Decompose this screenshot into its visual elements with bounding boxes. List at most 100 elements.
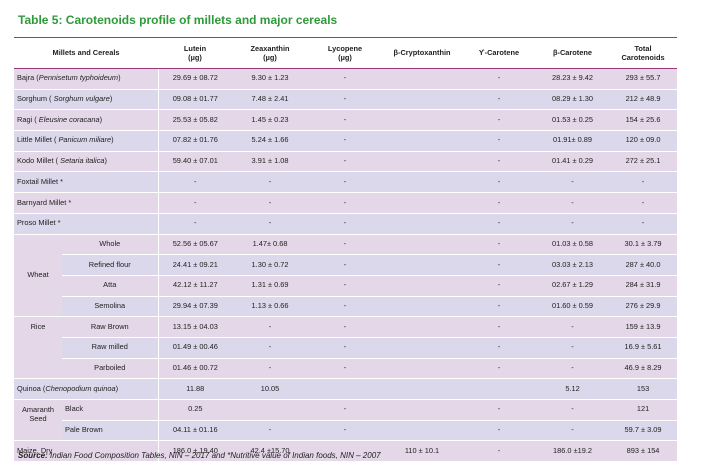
cell-gamma-carotene: - [462, 254, 537, 276]
row-name-text: Ragi ( [17, 114, 39, 124]
cell-lutein: 24.41 ± 09.21 [157, 254, 233, 276]
row-name-text: Quinoa ( [17, 383, 46, 393]
cell-lycopene [308, 378, 383, 400]
cell-zeaxanthin: 1.47± 0.68 [232, 234, 309, 256]
row-name: Quinoa (Chenopodium quinoa) [14, 378, 159, 400]
row-subcategory: Parboiled [62, 358, 159, 380]
group-label-rice: Rice [14, 316, 62, 380]
cell-beta-carotene: - [536, 171, 610, 194]
cell-gamma-carotene: - [462, 234, 537, 256]
cell-total-carotenoids: - [609, 192, 678, 214]
cell-lycopene: - [308, 358, 383, 380]
row-name-close: ) [118, 73, 121, 83]
cell-lutein: 09.08 ± 01.77 [157, 89, 233, 111]
cell-gamma-carotene: - [462, 192, 537, 214]
row-scientific-name: Pennisetum typhoideum [38, 73, 119, 83]
row-scientific-name: Eleusine coracana [38, 114, 100, 124]
cell-zeaxanthin: 1.31 ± 0.69 [232, 275, 309, 297]
header-lycopene: Lycopene (µg) [308, 37, 383, 69]
cell-beta-carotene: - [536, 337, 610, 359]
cell-lycopene: - [308, 89, 383, 111]
cell-lycopene: - [308, 68, 383, 90]
row-subcategory: Semolina [62, 296, 159, 318]
cell-zeaxanthin: 1.13 ± 0.66 [232, 296, 309, 318]
cell-lutein: 13.15 ± 04.03 [157, 316, 233, 338]
cell-gamma-carotene: - [462, 275, 537, 297]
cell-lutein: 25.53 ± 05.82 [157, 109, 233, 132]
header-millets-cereals: Millets and Cereals [14, 37, 159, 69]
cell-total-carotenoids: 120 ± 09.0 [609, 130, 678, 152]
row-name-close: ) [99, 114, 103, 124]
cell-beta-carotene: 28.23 ± 9.42 [536, 68, 610, 90]
cell-lycopene: - [308, 130, 383, 152]
cell-zeaxanthin: - [232, 213, 309, 235]
cell-beta-carotene: 03.03 ± 2.13 [536, 254, 610, 276]
cell-gamma-carotene: - [462, 171, 537, 194]
table-row: Ragi ( Eleusine coracana) 25.53 ± 05.82 1.… [14, 109, 678, 132]
row-name-text: Sorghum ( [17, 94, 54, 104]
cell-zeaxanthin: 1.30 ± 0.72 [232, 254, 309, 276]
row-name-close: ) [111, 135, 114, 145]
cell-gamma-carotene: - [462, 130, 537, 152]
cell-beta-cryptoxanthin [382, 109, 463, 132]
cell-lycopene [308, 440, 383, 463]
row-scientific-name: Panicum miliare [58, 135, 112, 145]
cell-lutein: 186.0 ± 19.40 [157, 440, 233, 463]
cell-beta-carotene: 01.60 ± 0.59 [536, 296, 610, 318]
row-subcategory: Refined flour [62, 254, 159, 276]
header-gamma-carotene: ϒ-Carotene [462, 37, 537, 69]
cell-gamma-carotene: - [462, 296, 537, 318]
cell-gamma-carotene [462, 378, 537, 400]
table-row: Maize, Dry 186.0 ± 19.40 42.4 ±15.70 110 ± … [14, 440, 678, 463]
cell-lutein: - [157, 171, 233, 194]
row-subcategory: Atta [62, 275, 159, 297]
cell-beta-carotene: 08.29 ± 1.30 [536, 89, 610, 111]
row-subcategory: Raw Brown [62, 316, 159, 338]
cell-lycopene: - [308, 399, 383, 421]
table-row: Sorghum ( Sorghum vulgare) 09.08 ± 01.77 7… [14, 89, 678, 111]
cell-gamma-carotene: - [462, 337, 537, 359]
cell-gamma-carotene: - [462, 316, 537, 338]
cell-lycopene: - [308, 275, 383, 297]
cell-zeaxanthin: - [232, 358, 309, 380]
cell-beta-carotene: 186.0 ±19.2 [536, 440, 610, 463]
table-row: Foxtail Millet * - - - - - - [14, 171, 678, 194]
cell-beta-carotene: 01.53 ± 0.25 [536, 109, 610, 132]
row-name-text: Bajra ( [17, 73, 39, 83]
cell-lutein: 42.12 ± 11.27 [157, 275, 233, 297]
cell-zeaxanthin: 9.30 ± 1.23 [232, 68, 309, 90]
row-name: Maize, Dry [14, 440, 159, 463]
cell-zeaxanthin: 42.4 ±15.70 [232, 440, 309, 463]
cell-gamma-carotene: - [462, 399, 537, 421]
cell-lutein: 07.82 ± 01.76 [157, 130, 233, 152]
cell-total-carotenoids: 293 ± 55.7 [609, 68, 678, 90]
cell-lycopene: - [308, 420, 383, 442]
header-beta-cryptoxanthin: β-Cryptoxanthin [382, 37, 463, 69]
table-row: Bajra (Pennisetum typhoideum) 29.69 ± 08.… [14, 68, 678, 90]
cell-gamma-carotene: - [462, 358, 537, 380]
cell-total-carotenoids: - [609, 171, 678, 194]
cell-zeaxanthin: - [232, 171, 309, 194]
row-subcategory: Raw milled [62, 337, 159, 359]
table-row: Raw milled 01.49 ± 00.46- - - -16.9 ± 5.61 [14, 337, 678, 359]
cell-zeaxanthin: 3.91 ± 1.08 [232, 151, 309, 173]
cell-zeaxanthin: - [232, 316, 309, 338]
row-name-close: ) [104, 156, 107, 166]
header-zeaxanthin: Zeaxanthin (µg) [232, 37, 309, 69]
row-name: Barnyard Millet * [14, 192, 159, 214]
cell-beta-carotene: - [536, 316, 610, 338]
table-row: Rice Raw Brown 13.15 ± 04.03- - - -159 ± 13.9 [14, 316, 678, 380]
cell-total-carotenoids: 154 ± 25.6 [609, 109, 678, 132]
cell-zeaxanthin: - [232, 420, 309, 442]
cell-beta-cryptoxanthin [382, 337, 463, 359]
row-name: Ragi ( Eleusine coracana) [14, 109, 159, 132]
cell-beta-carotene: 5.12 [536, 378, 610, 400]
row-name-text: Kodo Millet ( [17, 156, 61, 166]
cell-beta-cryptoxanthin [382, 130, 463, 152]
cell-beta-carotene: 01.91± 0.89 [536, 130, 610, 152]
header-row: Millets and Cereals Lutein (µg) Zeaxanthi… [14, 37, 678, 69]
cell-total-carotenoids: 276 ± 29.9 [609, 296, 678, 318]
cell-beta-cryptoxanthin [382, 68, 463, 90]
row-name-close: ) [109, 94, 113, 104]
cell-beta-cryptoxanthin [382, 213, 463, 235]
